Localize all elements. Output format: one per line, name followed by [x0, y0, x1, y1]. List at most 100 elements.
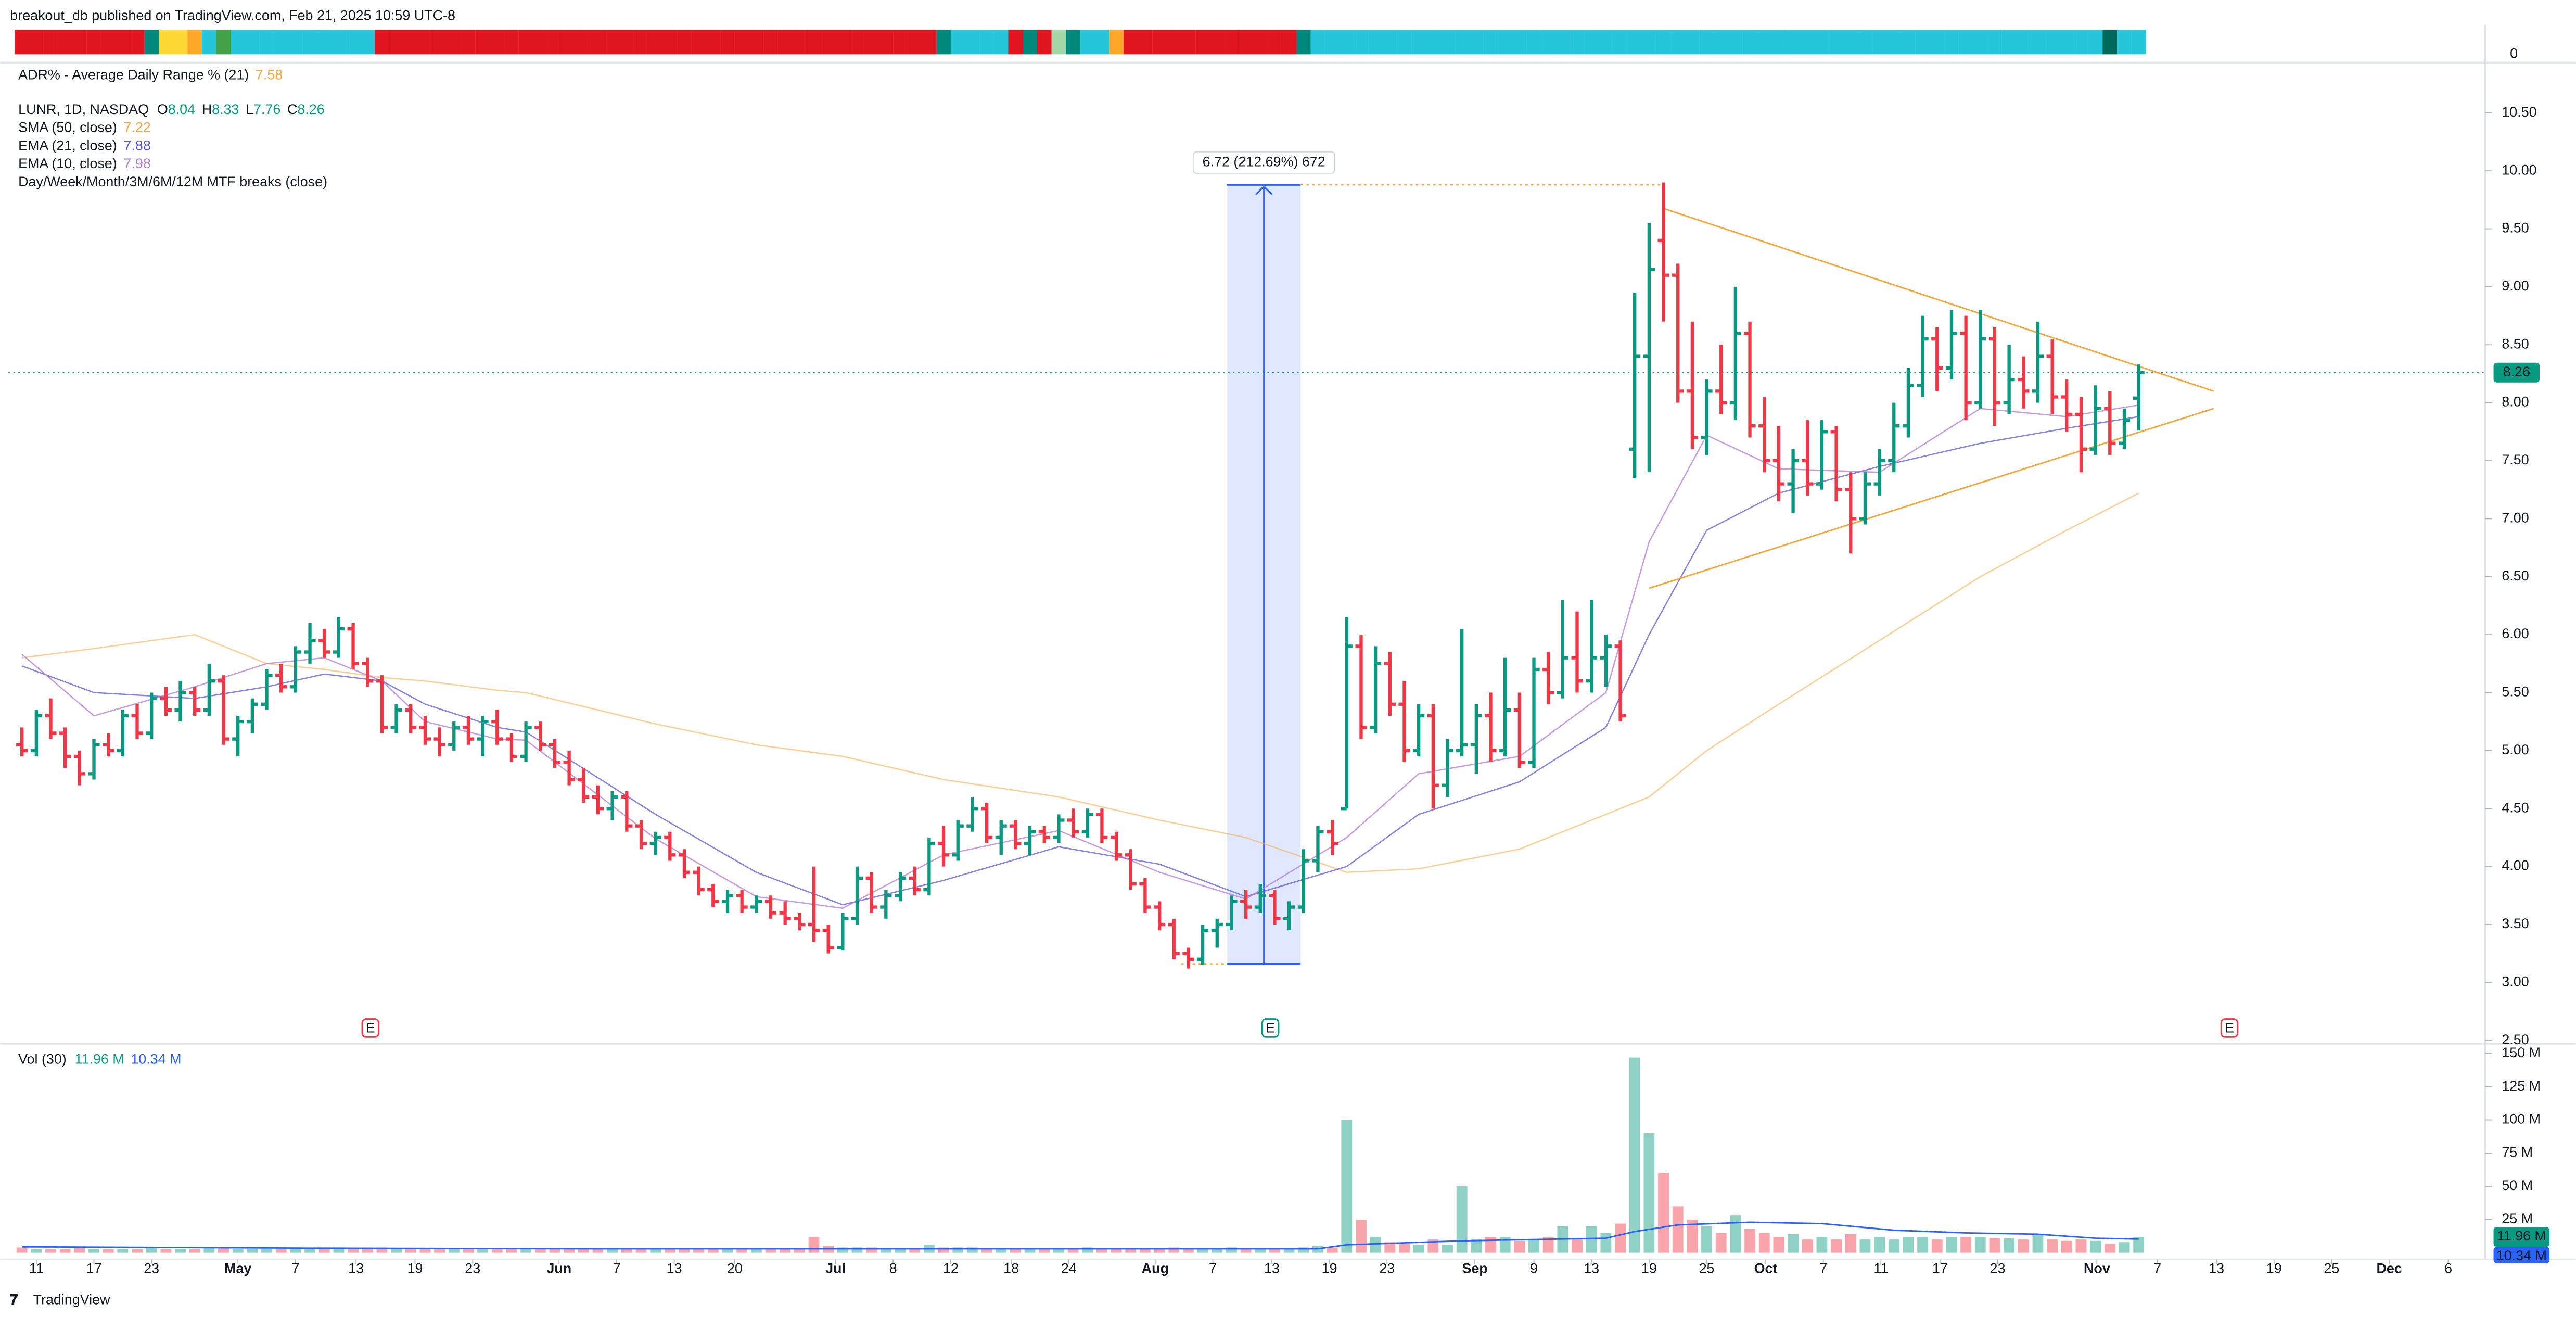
stage-cell	[2074, 29, 2088, 55]
stage-cell	[807, 29, 821, 55]
y-tick-label: 10.50	[2502, 104, 2536, 120]
ohlc-bar	[664, 831, 676, 861]
volume-bar	[736, 1249, 748, 1253]
ohlc-bar	[73, 750, 85, 786]
ohlc-bar	[794, 913, 806, 931]
stage-cell	[864, 29, 879, 55]
volume-bar	[880, 1249, 891, 1253]
ohlc-value: 7.76	[253, 102, 280, 117]
ohlc-bar	[318, 628, 330, 658]
volume-bar	[59, 1249, 71, 1253]
volume-bar	[318, 1249, 330, 1253]
stage-cell	[389, 29, 404, 55]
stage-cell	[1742, 29, 1757, 55]
stage-cell	[562, 29, 577, 55]
volume-bar	[1183, 1249, 1194, 1253]
volume-bar	[909, 1249, 921, 1253]
volume-bar	[1643, 1133, 1655, 1253]
stage-cell	[720, 29, 735, 55]
ohlc-bar	[693, 866, 705, 896]
footer-logo: 𝟕 TradingView	[10, 1291, 110, 1307]
volume-bar	[2104, 1243, 2115, 1253]
ohlc-bar	[2104, 391, 2116, 455]
volume-bar	[1139, 1249, 1151, 1253]
ohlc-bar	[1197, 924, 1209, 965]
stage-cell	[1152, 29, 1167, 55]
volume-legend: Vol (30) 11.96 M 10.34 M	[18, 1052, 181, 1067]
volume-tick-label: 150 M	[2502, 1045, 2541, 1060]
volume-bar	[1931, 1239, 1943, 1253]
ohlc-bar	[966, 796, 978, 832]
ohlc-bar	[462, 716, 475, 745]
ohlc-bar	[2089, 385, 2101, 455]
volume-bar	[1672, 1206, 1684, 1253]
volume-bar	[1888, 1239, 1899, 1253]
ohlc-bar	[304, 623, 316, 664]
stage-cell	[403, 29, 418, 55]
stage-cell	[648, 29, 663, 55]
volume-tick-label: 25 M	[2502, 1211, 2533, 1226]
ohlc-bar	[1945, 310, 1958, 380]
stage-cell	[706, 29, 721, 55]
ohlc-bar	[707, 884, 719, 907]
ohlc-bar	[1571, 611, 1583, 693]
ohlc-bar	[1341, 617, 1353, 811]
stage-cell	[922, 29, 937, 55]
ohlc-bar	[1096, 808, 1108, 844]
ohlc-bar	[1988, 327, 2001, 426]
volume-bar	[1125, 1249, 1137, 1253]
volume-bar	[895, 1249, 906, 1253]
ohlc-bar	[894, 872, 907, 902]
volume-bar	[1816, 1237, 1828, 1253]
stage-cell	[1253, 29, 1268, 55]
volume-bar	[1154, 1249, 1165, 1253]
adr-legend: ADR% - Average Daily Range % (21) 7.58	[18, 67, 283, 83]
ohlc-bar	[1485, 692, 1497, 763]
ohlc-bar	[1312, 826, 1324, 872]
stage-cell	[850, 29, 864, 55]
volume-bar	[146, 1247, 157, 1253]
stage-cell	[274, 29, 289, 55]
ohlc-bar	[1802, 420, 1814, 496]
volume-bar	[419, 1249, 431, 1253]
x-tick-label: Sep	[1462, 1260, 1487, 1276]
stage-cell	[461, 29, 476, 55]
volume-bar	[1845, 1234, 1856, 1253]
ohlc-bar	[1845, 472, 1857, 554]
ohlc-key: C	[287, 102, 297, 117]
x-tick-label: 13	[1584, 1260, 1599, 1276]
stage-cell	[893, 29, 908, 55]
x-tick-label: 13	[348, 1260, 364, 1276]
stage-cell	[2131, 29, 2146, 55]
stage-cell	[1109, 29, 1124, 55]
volume-bar	[1168, 1247, 1180, 1253]
volume-bar	[376, 1247, 388, 1253]
stage-cell	[605, 29, 620, 55]
main-layer	[16, 182, 2214, 1253]
volume-bar	[780, 1249, 791, 1253]
volume-bar	[578, 1249, 589, 1253]
ohlc-bar	[1960, 315, 1972, 421]
volume-bar	[1384, 1242, 1396, 1253]
ohlc-bar	[1139, 878, 1151, 913]
y-tick-label: 8.50	[2502, 336, 2529, 351]
volume-bar	[1427, 1239, 1439, 1253]
volume-bar	[434, 1249, 445, 1253]
stage-cell	[418, 29, 432, 55]
volume-ma-value: 10.34 M	[131, 1052, 181, 1067]
volume-bar	[996, 1249, 1007, 1253]
ohlc-bar	[275, 663, 287, 693]
stage-cell	[288, 29, 303, 55]
ohlc-bar	[1643, 223, 1655, 473]
volume-bar	[1082, 1247, 1093, 1253]
volume-label: 11.96 M	[2497, 1228, 2546, 1244]
ohlc-bar	[1211, 918, 1223, 948]
ohlc-bar	[592, 785, 604, 815]
x-tick-label: 25	[1699, 1260, 1715, 1276]
ohlc-bar	[563, 750, 575, 786]
stage-cell	[591, 29, 605, 55]
stage-cell	[1641, 29, 1656, 55]
